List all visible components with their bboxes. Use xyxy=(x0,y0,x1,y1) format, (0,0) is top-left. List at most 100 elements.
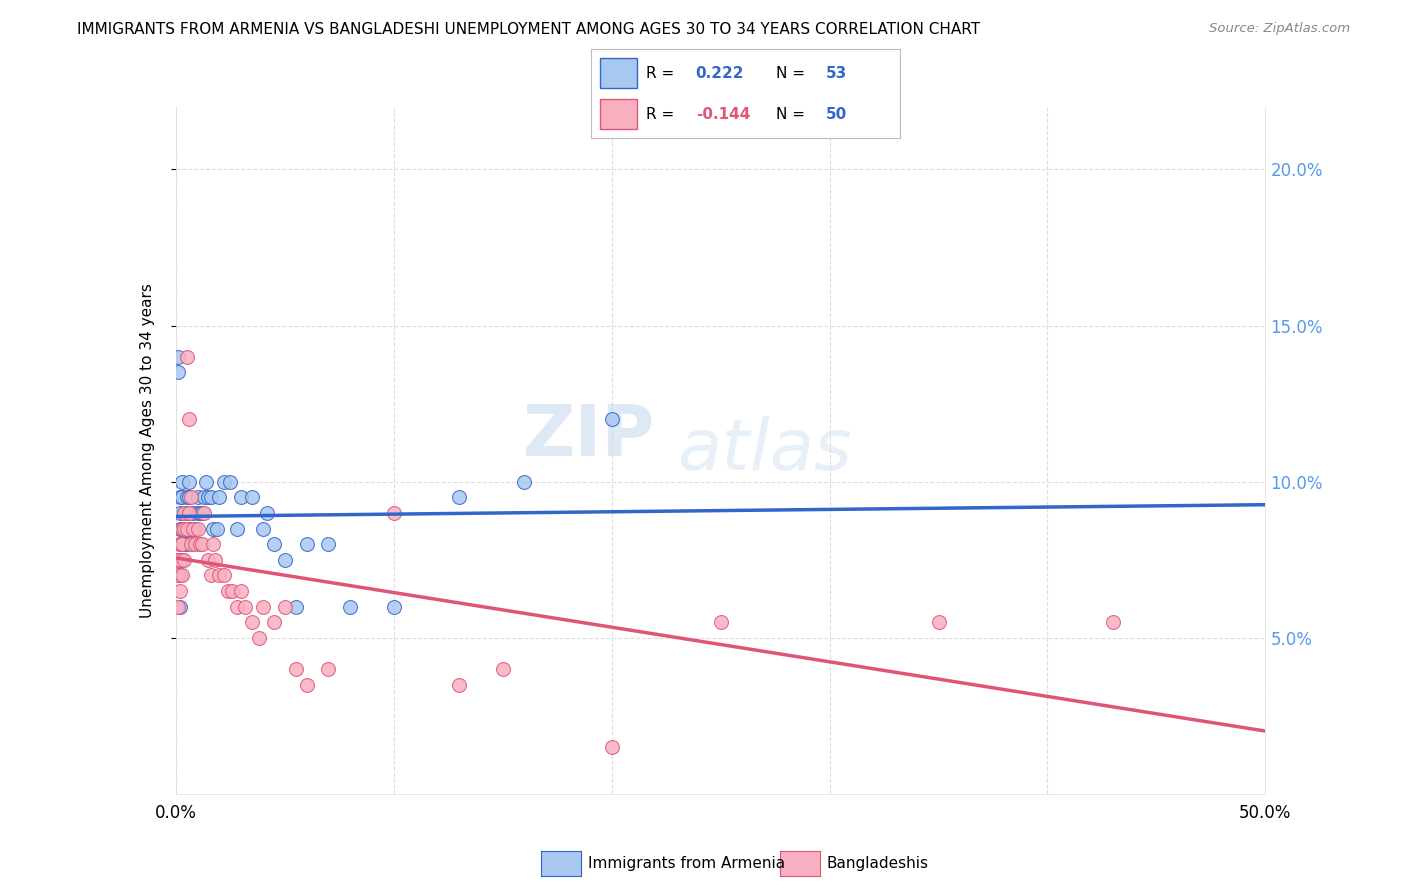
Point xyxy=(195,475,218,489)
Point xyxy=(201,537,224,551)
Point xyxy=(181,506,204,520)
Point xyxy=(263,615,285,630)
Point xyxy=(339,599,361,614)
Point xyxy=(188,506,211,520)
Point xyxy=(167,568,190,582)
Point xyxy=(172,537,194,551)
Point xyxy=(176,506,198,520)
Text: R =: R = xyxy=(647,107,679,121)
Point xyxy=(191,537,214,551)
Text: ZIP: ZIP xyxy=(523,402,655,471)
Point xyxy=(212,568,235,582)
Point xyxy=(177,475,200,489)
Point xyxy=(201,521,224,535)
Point xyxy=(176,537,198,551)
Text: 0.222: 0.222 xyxy=(696,66,744,80)
Text: N =: N = xyxy=(776,107,810,121)
Point xyxy=(167,552,190,567)
Point xyxy=(221,583,243,598)
Point xyxy=(382,506,405,520)
Text: 50: 50 xyxy=(825,107,846,121)
Point xyxy=(173,506,195,520)
Point xyxy=(169,552,191,567)
Point xyxy=(180,490,202,504)
Point xyxy=(191,506,214,520)
Point xyxy=(225,521,247,535)
Point xyxy=(208,490,231,504)
Point xyxy=(186,490,209,504)
Point xyxy=(200,568,222,582)
Text: R =: R = xyxy=(647,66,679,80)
Point xyxy=(169,583,191,598)
Point xyxy=(169,521,191,535)
Point xyxy=(225,599,247,614)
Point xyxy=(492,662,515,676)
Point xyxy=(177,490,200,504)
Point xyxy=(176,521,198,535)
Point xyxy=(295,678,318,692)
Point xyxy=(447,490,470,504)
Point xyxy=(167,366,190,380)
Point xyxy=(318,537,340,551)
Point xyxy=(928,615,950,630)
Point xyxy=(252,521,274,535)
Point xyxy=(284,662,307,676)
Point xyxy=(263,537,285,551)
Point xyxy=(177,521,200,535)
Point xyxy=(167,350,190,364)
Point xyxy=(247,631,270,645)
Point xyxy=(197,552,219,567)
Point xyxy=(274,599,297,614)
Point xyxy=(197,490,219,504)
Point xyxy=(172,490,194,504)
Point xyxy=(177,412,200,426)
Text: Source: ZipAtlas.com: Source: ZipAtlas.com xyxy=(1209,22,1350,36)
Point xyxy=(186,506,209,520)
Point xyxy=(177,506,200,520)
Point xyxy=(172,521,194,535)
Point xyxy=(513,475,536,489)
Y-axis label: Unemployment Among Ages 30 to 34 years: Unemployment Among Ages 30 to 34 years xyxy=(141,283,155,618)
Point xyxy=(173,552,195,567)
Point xyxy=(173,521,195,535)
Point xyxy=(173,537,195,551)
Point xyxy=(173,506,195,520)
Point xyxy=(172,475,194,489)
Point xyxy=(188,537,211,551)
Point xyxy=(240,615,263,630)
Point xyxy=(176,490,198,504)
Point xyxy=(205,521,228,535)
Point xyxy=(252,599,274,614)
Point xyxy=(212,475,235,489)
Point xyxy=(169,537,191,551)
Point xyxy=(169,490,191,504)
Point xyxy=(173,521,195,535)
Point xyxy=(231,490,253,504)
Point xyxy=(184,537,207,551)
Point xyxy=(204,552,226,567)
Point xyxy=(176,350,198,364)
Point xyxy=(231,583,253,598)
Text: Immigrants from Armenia: Immigrants from Armenia xyxy=(588,856,785,871)
Point xyxy=(169,537,191,551)
Point xyxy=(600,740,623,755)
Point xyxy=(240,490,263,504)
Point xyxy=(295,537,318,551)
Point xyxy=(167,599,190,614)
Point xyxy=(169,568,191,582)
FancyBboxPatch shape xyxy=(600,58,637,88)
Point xyxy=(184,521,207,535)
Point xyxy=(274,552,297,567)
Point xyxy=(172,521,194,535)
Point xyxy=(172,552,194,567)
Point xyxy=(169,552,191,567)
Text: IMMIGRANTS FROM ARMENIA VS BANGLADESHI UNEMPLOYMENT AMONG AGES 30 TO 34 YEARS CO: IMMIGRANTS FROM ARMENIA VS BANGLADESHI U… xyxy=(77,22,980,37)
Point xyxy=(172,568,194,582)
Text: Bangladeshis: Bangladeshis xyxy=(827,856,929,871)
Point xyxy=(219,475,242,489)
Point xyxy=(256,506,278,520)
Point xyxy=(600,412,623,426)
Point xyxy=(180,521,202,535)
FancyBboxPatch shape xyxy=(600,99,637,129)
Point xyxy=(447,678,470,692)
